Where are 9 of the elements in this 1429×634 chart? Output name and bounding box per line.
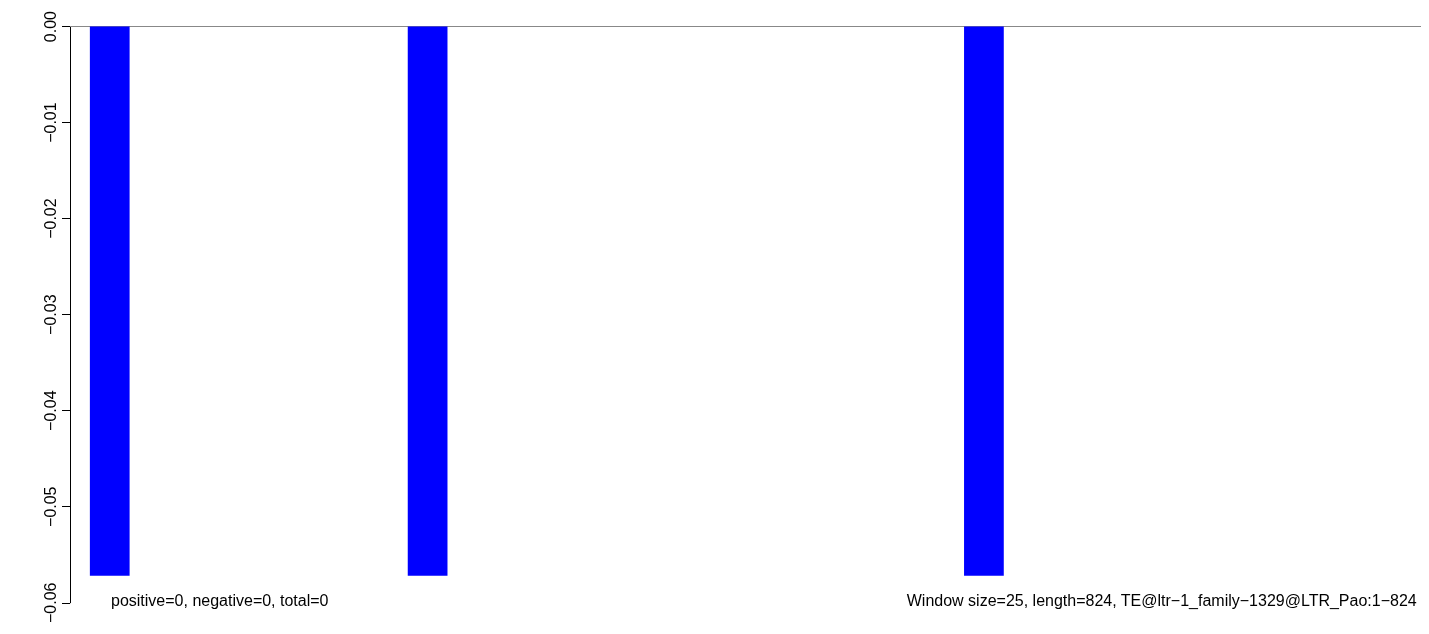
- y-tick-label: −0.02: [41, 198, 59, 239]
- y-tick-label: −0.03: [41, 294, 59, 335]
- annotation: Window size=25, length=824, TE@ltr−1_family−1329@LTR_Pao:1−824: [906, 591, 1417, 610]
- annotation: positive=0, negative=0, total=0: [111, 591, 329, 609]
- y-tick-label: −0.05: [41, 486, 59, 527]
- y-tick-label: −0.06: [41, 582, 59, 623]
- y-tick-label: −0.04: [41, 390, 59, 431]
- y-tick-label: 0.00: [41, 10, 59, 43]
- y-tick-label: −0.01: [41, 102, 59, 143]
